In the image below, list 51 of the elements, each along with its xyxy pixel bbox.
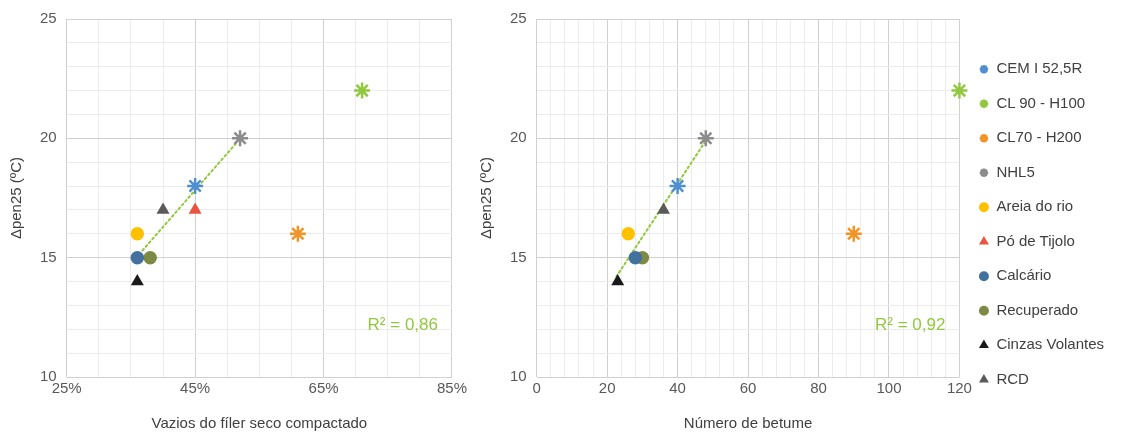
annotation: R² = 0,92 [875, 314, 946, 334]
x-axis-title: Vazios do fíler seco compactado [151, 414, 368, 432]
x-tick-label: 20 [598, 379, 616, 397]
legend-label: Calcário [996, 266, 1052, 284]
y-tick-label: 10 [510, 367, 527, 385]
x-tick-label: 100 [876, 379, 902, 397]
point [130, 227, 145, 241]
annotation: R² = 0,86 [367, 314, 438, 334]
x-tick-label: 85% [436, 379, 467, 397]
y-tick-label: 15 [40, 247, 57, 265]
x-tick-label: 65% [308, 379, 339, 397]
point [668, 176, 687, 196]
point [611, 274, 624, 286]
point [844, 224, 863, 244]
y-tick-label: 15 [510, 247, 527, 265]
point [621, 227, 636, 241]
x-tick-label: 120 [946, 379, 972, 397]
point [288, 224, 308, 244]
legend-label: NHL5 [996, 162, 1035, 180]
x-tick-label: 0 [532, 379, 541, 397]
point [189, 203, 202, 214]
point [696, 129, 716, 148]
point [157, 203, 169, 214]
y-tick-label: 20 [40, 128, 57, 146]
legend-label: Recuperado [996, 300, 1079, 318]
y-tick-label: 25 [40, 9, 57, 27]
y-tick-label: 20 [510, 128, 527, 146]
legend-label: Pó de Tijolo [996, 231, 1075, 249]
point [352, 81, 372, 100]
x-tick-label: 80 [810, 379, 827, 397]
point [628, 250, 643, 265]
legend-label: CL70 - H200 [996, 128, 1082, 146]
legend-label: CL 90 - H100 [996, 93, 1086, 111]
x-tick-label: 60 [739, 379, 757, 397]
y-axis-title: Δpen25 (ºC) [7, 156, 25, 240]
x-axis-title: Número de betume [683, 414, 813, 432]
legend-label: Areia do rio [996, 197, 1074, 215]
legend-label: RCD [996, 369, 1030, 387]
point [657, 203, 670, 214]
legend-label: CEM I 52,5R [996, 59, 1083, 77]
x-tick-label: 45% [180, 379, 211, 397]
x-tick-label: 40 [669, 379, 686, 397]
y-axis-title: Δpen25 (ºC) [477, 156, 495, 240]
point [185, 176, 205, 196]
point [130, 250, 145, 265]
point [230, 129, 250, 148]
legend-label: Cinzas Volantes [996, 335, 1105, 353]
point [950, 81, 969, 100]
y-tick-label: 25 [510, 9, 527, 27]
point [131, 274, 144, 286]
point [143, 250, 157, 265]
